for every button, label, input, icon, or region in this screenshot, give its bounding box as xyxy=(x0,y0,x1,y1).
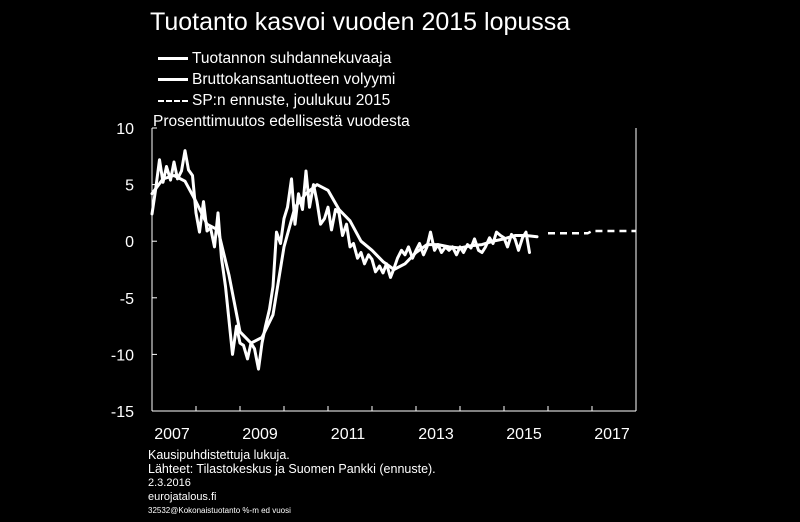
chart-code: 32532@Kokonaistuotanto %-m ed vuosi xyxy=(148,506,291,515)
x-tick-label: 2015 xyxy=(506,426,542,443)
footnote-date: 2.3.2016 xyxy=(148,477,191,489)
x-tick-label: 2017 xyxy=(594,426,630,443)
footnote-adjustment: Kausipuhdistettuja lukuja. xyxy=(148,448,290,462)
y-axis-unit-label: Prosenttimuutos edellisestä vuodesta xyxy=(153,113,410,130)
chart-axes xyxy=(151,127,637,412)
x-tick-label: 2009 xyxy=(242,426,278,443)
legend-swatch-solid xyxy=(158,57,188,60)
legend-item-gdp-volume: Bruttokansantuotteen volyymi xyxy=(158,69,395,90)
footnotes: Kausipuhdistettuja lukuja. Lähteet: Tila… xyxy=(148,448,436,504)
y-tick-label: 5 xyxy=(125,178,134,195)
legend-label: Tuotannon suhdannekuvaaja xyxy=(192,50,392,67)
series-lines xyxy=(150,149,636,371)
series-line-2 xyxy=(548,229,636,235)
footnote-site: eurojatalous.fi xyxy=(148,491,217,503)
x-tick-label: 2013 xyxy=(418,426,454,443)
legend-swatch-solid xyxy=(158,78,188,81)
legend-label: Bruttokansantuotteen volyymi xyxy=(192,71,396,88)
x-tick-label: 2011 xyxy=(331,426,366,443)
y-tick-label: -5 xyxy=(120,291,134,308)
y-tick-label: -15 xyxy=(111,404,134,421)
y-tick-label: -10 xyxy=(111,347,134,364)
y-tick-label: 10 xyxy=(116,121,134,138)
tick-labels: 10 5 0 -5 -10 -15 2007 2009 2011 2013 2015 2017 xyxy=(111,121,630,443)
footnote-sources: Lähteet: Tilastokeskus ja Suomen Pankki … xyxy=(148,462,436,476)
chart-title: Tuotanto kasvoi vuoden 2015 lopussa xyxy=(150,8,571,36)
y-tick-label: 0 xyxy=(125,234,134,251)
series-line-0 xyxy=(150,149,531,371)
legend-item-forecast: SP:n ennuste, joulukuu 2015 xyxy=(158,90,395,111)
legend-item-production-indicator: Tuotannon suhdannekuvaaja xyxy=(158,48,395,69)
legend-label: SP:n ennuste, joulukuu 2015 xyxy=(192,92,391,109)
legend: Tuotannon suhdannekuvaaja Bruttokansantu… xyxy=(158,48,395,111)
x-tick-label: 2007 xyxy=(154,426,190,443)
series-line-1 xyxy=(150,174,539,345)
legend-swatch-dashed xyxy=(158,99,188,102)
